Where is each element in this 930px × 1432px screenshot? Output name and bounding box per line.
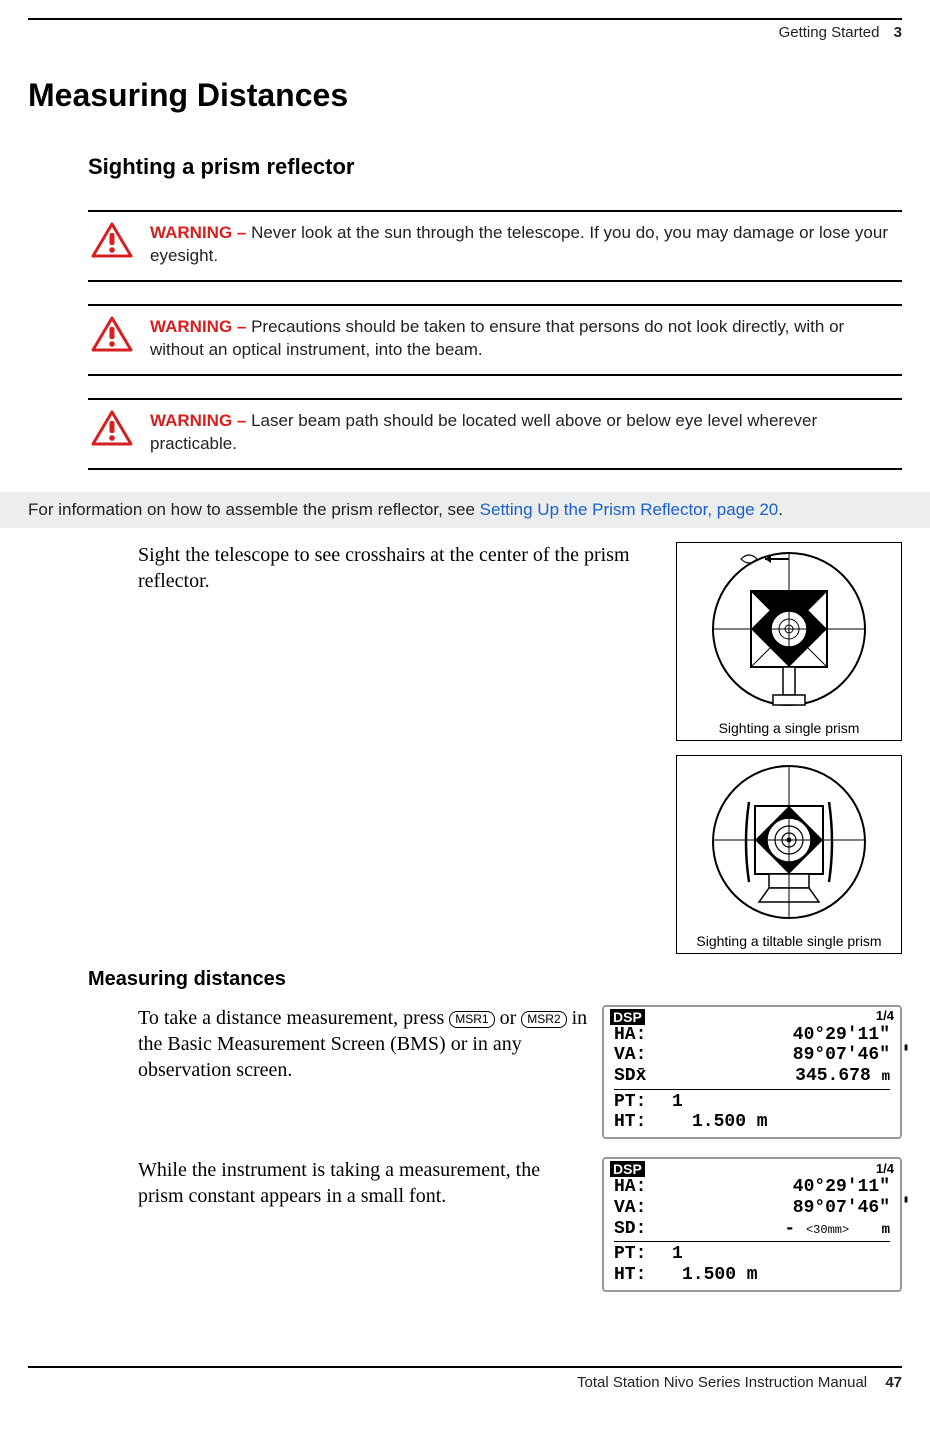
figure-caption: Sighting a tiltable single prism xyxy=(681,933,897,949)
sight-row: Sight the telescope to see crosshairs at… xyxy=(138,542,902,954)
lcd-page: 1/4 xyxy=(876,1162,894,1177)
page-title: Measuring Distances xyxy=(28,77,902,114)
battery-icon: ▮ xyxy=(903,1043,909,1055)
page-footer: Total Station Nivo Series Instruction Ma… xyxy=(28,1366,902,1391)
ha-label: HA: xyxy=(614,1177,672,1198)
sd-label: SDx̄ xyxy=(614,1066,672,1087)
sight-text: Sight the telescope to see crosshairs at… xyxy=(138,542,648,954)
va-label: VA: xyxy=(614,1045,672,1066)
warning-body: Laser beam path should be located well a… xyxy=(150,411,817,453)
sd-mid: - xyxy=(784,1219,806,1239)
info-suffix: . xyxy=(778,500,783,519)
para-text: or xyxy=(495,1007,522,1029)
warning-label: WARNING – xyxy=(150,223,251,242)
figure-single-prism: Sighting a single prism xyxy=(676,542,902,741)
lcd-mode: DSP xyxy=(610,1161,645,1177)
va-value: 89°07'46" xyxy=(672,1198,890,1219)
sd-unit: m xyxy=(882,1069,890,1085)
sd-value: 345.678 xyxy=(795,1066,871,1086)
measure-row-1: To take a distance measurement, press MS… xyxy=(138,1005,902,1144)
lcd-screenshot-2: DSP 1/4 HA:40°29'11" VA:89°07'46" SD: - <… xyxy=(602,1157,902,1296)
warning-icon xyxy=(88,316,136,362)
warning-text: WARNING – Laser beam path should be loca… xyxy=(150,410,902,456)
para-2: While the instrument is taking a measure… xyxy=(138,1157,588,1296)
page-header: Getting Started 3 xyxy=(28,18,902,41)
figure-column: Sighting a single prism xyxy=(662,542,902,954)
warning-label: WARNING – xyxy=(150,317,251,336)
warning-text: WARNING – Never look at the sun through … xyxy=(150,222,902,268)
warning-1: WARNING – Never look at the sun through … xyxy=(88,210,902,282)
sd-constant: <30mm> xyxy=(806,1223,849,1237)
info-prefix: For information on how to assemble the p… xyxy=(28,500,480,519)
para-text: To take a distance measurement, press xyxy=(138,1007,449,1029)
warning-icon xyxy=(88,410,136,456)
pt-value: 1 xyxy=(672,1092,683,1113)
warning-body: Precautions should be taken to ensure th… xyxy=(150,317,844,359)
warning-text: WARNING – Precautions should be taken to… xyxy=(150,316,902,362)
warning-body: Never look at the sun through the telesc… xyxy=(150,223,888,265)
ht-value: 1.500 m xyxy=(682,1265,758,1286)
warning-label: WARNING – xyxy=(150,411,251,430)
manual-title: Total Station Nivo Series Instruction Ma… xyxy=(577,1374,867,1391)
info-bar: For information on how to assemble the p… xyxy=(0,492,930,528)
sd-label: SD: xyxy=(614,1219,672,1240)
measure-row-2: While the instrument is taking a measure… xyxy=(138,1157,902,1296)
ha-value: 40°29'11" xyxy=(672,1025,890,1046)
pt-label: PT: xyxy=(614,1244,672,1265)
section-heading-1: Sighting a prism reflector xyxy=(88,154,902,180)
pt-label: PT: xyxy=(614,1092,672,1113)
ht-value: 1.500 m xyxy=(692,1112,768,1133)
battery-icon: ▮ xyxy=(903,1195,909,1207)
section-heading-2: Measuring distances xyxy=(88,968,902,991)
para-1: To take a distance measurement, press MS… xyxy=(138,1005,588,1144)
page-number: 47 xyxy=(885,1374,902,1391)
warning-2: WARNING – Precautions should be taken to… xyxy=(88,304,902,376)
ha-value: 40°29'11" xyxy=(672,1177,890,1198)
ht-label: HT: xyxy=(614,1265,672,1286)
page: Getting Started 3 Measuring Distances Si… xyxy=(0,18,930,1391)
chapter-number: 3 xyxy=(894,24,902,41)
va-value: 89°07'46" xyxy=(672,1045,890,1066)
ht-label: HT: xyxy=(614,1112,672,1133)
figure-tiltable-prism: Sighting a tiltable single prism xyxy=(676,755,902,954)
chapter-title: Getting Started xyxy=(779,24,880,41)
va-label: VA: xyxy=(614,1198,672,1219)
ha-label: HA: xyxy=(614,1025,672,1046)
warning-icon xyxy=(88,222,136,268)
cross-reference-link[interactable]: Setting Up the Prism Reflector, page 20 xyxy=(480,500,779,519)
figure-caption: Sighting a single prism xyxy=(681,720,897,736)
key-msr1: MSR1 xyxy=(449,1011,494,1029)
lcd-mode: DSP xyxy=(610,1009,645,1025)
lcd-screenshot-1: DSP 1/4 HA:40°29'11" VA:89°07'46" SDx̄ 34… xyxy=(602,1005,902,1144)
pt-value: 1 xyxy=(672,1244,683,1265)
key-msr2: MSR2 xyxy=(521,1011,566,1029)
lcd-page: 1/4 xyxy=(876,1009,894,1024)
warning-3: WARNING – Laser beam path should be loca… xyxy=(88,398,902,470)
sd-unit: m xyxy=(882,1222,890,1238)
